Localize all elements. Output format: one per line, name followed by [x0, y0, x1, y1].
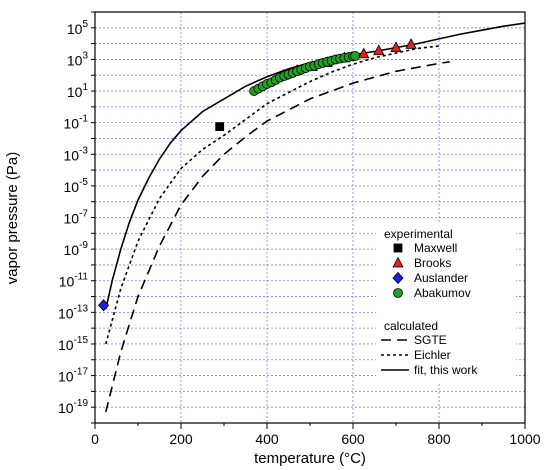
data-point-maxwell	[215, 122, 225, 132]
data-point-brooks	[390, 41, 402, 52]
y-tick-label: 10-7	[64, 209, 89, 227]
x-tick-label: 800	[427, 431, 451, 447]
data-point-abakumov	[350, 51, 361, 61]
y-axis-title: vapor pressure (Pa)	[4, 152, 21, 285]
legend-marker-abakumov	[393, 288, 403, 298]
data-point-brooks	[358, 47, 370, 59]
legend-marker-maxwell	[393, 243, 403, 253]
series-line-sgte	[105, 61, 450, 413]
y-tick-label: 10-3	[64, 145, 89, 163]
axis-ticks: 0 200 400 600 800 1000 105 103 101 10-1 10-3 10-5 10…	[58, 11, 541, 447]
x-tick-label: 600	[341, 431, 365, 447]
legend-group-calculated: calculated	[384, 319, 438, 333]
series-line-fit-this-work	[105, 22, 526, 310]
y-tick-label: 10-1	[64, 114, 89, 132]
legend: experimental calculated MaxwellBrooksAus…	[376, 224, 516, 384]
legend-group-experimental: experimental	[384, 227, 453, 241]
y-tick-label: 101	[67, 82, 89, 100]
legend-label-abakumov: Abakumov	[414, 286, 471, 300]
y-tick-label: 10-19	[58, 398, 88, 416]
x-axis-title: temperature (°C)	[254, 450, 366, 467]
series-line-eichler	[105, 45, 440, 345]
y-tick-label: 105	[67, 19, 89, 37]
data-point-brooks	[373, 44, 385, 56]
legend-label-fit-this-work: fit, this work	[414, 363, 478, 377]
x-tick-label: 0	[91, 431, 99, 447]
x-tick-label: 200	[169, 431, 193, 447]
y-tick-label: 10-5	[64, 177, 89, 195]
plot-series	[98, 22, 526, 413]
legend-label-brooks: Brooks	[414, 256, 451, 270]
y-tick-label: 10-11	[59, 272, 89, 290]
legend-label-eichler: Eichler	[414, 348, 451, 362]
y-tick-label: 10-9	[64, 240, 89, 258]
data-point-auslander	[98, 299, 110, 312]
y-tick-label: 10-13	[58, 303, 88, 321]
legend-marker-brooks	[392, 256, 404, 268]
data-point-brooks	[405, 38, 417, 49]
x-tick-label: 1000	[509, 431, 540, 447]
legend-label-sgte: SGTE	[414, 333, 447, 347]
y-tick-label: 10-17	[58, 367, 88, 385]
legend-label-auslander: Auslander	[414, 271, 468, 285]
legend-marker-auslander	[392, 271, 404, 285]
y-tick-label: 10-15	[58, 335, 88, 353]
legend-label-maxwell: Maxwell	[414, 241, 457, 255]
y-tick-label: 103	[67, 50, 89, 68]
x-tick-label: 400	[255, 431, 279, 447]
